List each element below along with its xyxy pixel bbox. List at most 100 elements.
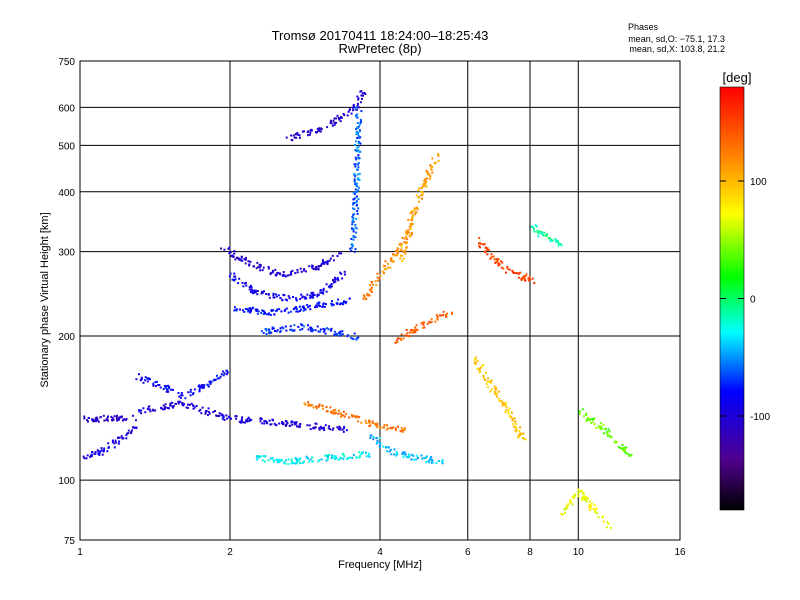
data-point [278,422,281,425]
data-point [374,280,377,283]
data-point [315,407,318,410]
data-point [96,449,99,452]
data-point [242,285,245,288]
data-point [408,335,411,337]
data-point [249,260,252,263]
data-point [264,328,267,330]
data-point [241,416,244,419]
data-point [316,306,319,308]
data-point [274,293,277,296]
data-point [250,284,252,287]
x-tick-label: 10 [573,547,585,558]
data-point [270,313,273,316]
data-point [83,457,86,460]
data-point [357,102,359,105]
data-point [181,402,184,405]
data-point [333,281,335,284]
data-point [374,422,376,425]
data-point [442,310,445,313]
data-point [122,419,125,422]
data-point [619,446,622,449]
data-point [426,177,428,180]
data-point [333,121,336,124]
data-point [585,498,588,500]
data-point [298,310,301,312]
data-point [270,423,273,426]
data-point [116,418,119,421]
data-point [317,330,320,333]
data-point [332,427,335,430]
data-point [202,385,205,388]
data-point [322,327,325,330]
data-point [609,435,612,438]
data-point [429,458,431,461]
data-point [549,237,552,240]
data-point [315,266,318,269]
data-point [185,406,188,409]
data-point [359,118,362,121]
data-point [490,253,493,256]
data-point [191,393,194,396]
data-point [497,397,500,400]
data-point [287,458,290,461]
data-point [316,267,319,270]
data-point [274,423,277,426]
data-point [517,436,520,439]
data-point [318,427,321,429]
data-point [337,279,340,282]
data-point [296,132,299,134]
data-point [426,322,429,325]
data-point [246,418,249,420]
data-point [282,293,285,296]
data-point [345,300,348,303]
data-point [228,252,231,255]
data-point [593,423,596,426]
data-point [356,146,359,149]
data-point [370,434,373,437]
data-point [296,459,298,462]
data-point [236,256,239,259]
data-point [383,265,386,268]
data-point [256,293,259,296]
data-point [322,303,325,306]
data-point [330,285,333,288]
data-point [106,417,109,420]
data-point [363,91,366,94]
data-point [207,384,210,387]
data-point [599,425,602,428]
data-point [279,459,282,462]
data-point [141,377,143,380]
data-point [316,302,319,305]
data-point [340,116,343,119]
data-point [484,246,487,249]
data-point [297,458,300,461]
data-point [422,321,424,324]
data-point [332,259,335,262]
data-point [111,439,114,442]
data-point [357,166,360,169]
data-point [368,421,371,424]
data-point [309,131,312,134]
data-point [293,421,296,424]
data-point [403,427,406,430]
data-point [241,309,244,312]
data-point [585,500,588,503]
data-point [376,426,379,429]
data-point [111,419,114,422]
data-point [508,268,511,271]
data-point [343,455,346,458]
data-point [495,258,498,261]
data-point [98,452,101,455]
data-point [416,208,419,211]
data-point [302,309,305,312]
data-point [97,450,100,453]
data-point [333,123,336,126]
data-point [358,130,361,133]
data-point [342,453,345,456]
data-point [420,454,423,457]
data-point [410,329,412,332]
data-point [389,427,392,430]
data-point [305,270,307,273]
data-point [440,314,442,317]
data-point [497,264,500,267]
